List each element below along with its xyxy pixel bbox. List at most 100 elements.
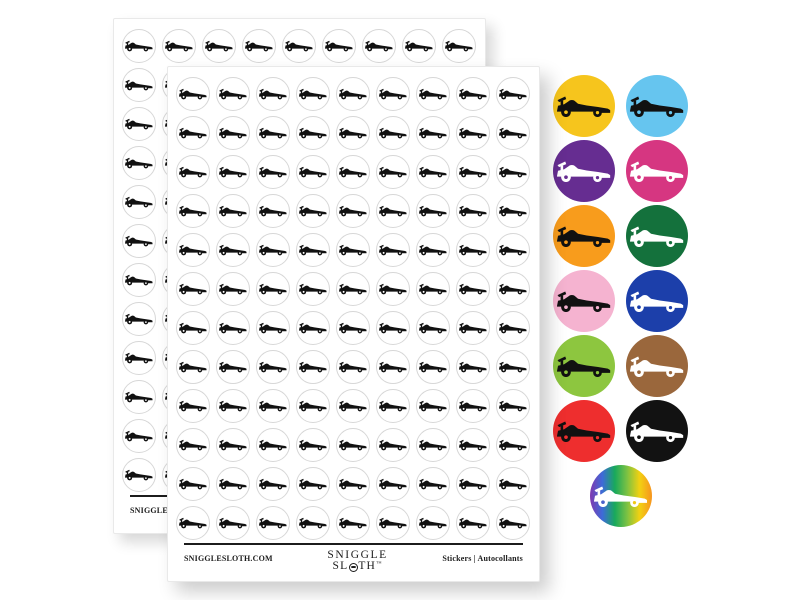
die-cut-sticker — [216, 233, 250, 267]
race-car-icon — [259, 517, 287, 529]
sticker-sheet-front: SNIGGLESLOTH.COM SNIGGLE SL TH ™ Stickers … — [167, 66, 540, 582]
race-car-icon — [259, 361, 287, 373]
die-cut-sticker — [456, 77, 490, 111]
sticker-variant-orange — [553, 205, 615, 267]
race-car-icon — [379, 127, 407, 139]
race-car-icon — [299, 478, 327, 490]
die-cut-sticker — [296, 311, 330, 345]
die-cut-sticker — [176, 116, 210, 150]
die-cut-sticker — [456, 311, 490, 345]
sticker-variant-light-pink — [553, 270, 615, 332]
color-variants — [553, 75, 688, 527]
race-car-icon — [419, 244, 447, 256]
die-cut-sticker — [336, 506, 370, 540]
race-car-icon — [259, 166, 287, 178]
die-cut-sticker — [376, 272, 410, 306]
die-cut-sticker — [216, 311, 250, 345]
die-cut-sticker — [416, 506, 450, 540]
die-cut-sticker — [296, 194, 330, 228]
race-car-icon — [379, 400, 407, 412]
die-cut-sticker — [376, 77, 410, 111]
sticker-variant-dark-green — [626, 205, 688, 267]
die-cut-sticker — [256, 467, 290, 501]
race-car-icon — [179, 205, 207, 217]
race-car-icon — [125, 274, 153, 286]
die-cut-sticker — [216, 506, 250, 540]
race-car-icon — [419, 322, 447, 334]
die-cut-sticker — [122, 263, 156, 297]
race-car-icon — [219, 478, 247, 490]
die-cut-sticker — [282, 29, 316, 63]
die-cut-sticker — [176, 155, 210, 189]
race-car-icon — [299, 439, 327, 451]
race-car-icon — [630, 225, 683, 248]
race-car-icon — [219, 127, 247, 139]
die-cut-sticker — [216, 77, 250, 111]
die-cut-sticker — [176, 389, 210, 423]
sticker-variant-light-green — [553, 335, 615, 397]
die-cut-sticker — [216, 194, 250, 228]
race-car-icon — [219, 88, 247, 100]
die-cut-sticker — [336, 350, 370, 384]
die-cut-sticker — [336, 116, 370, 150]
die-cut-sticker — [256, 311, 290, 345]
die-cut-sticker — [176, 428, 210, 462]
sticker-variant-rainbow — [589, 465, 652, 527]
race-car-icon — [379, 283, 407, 295]
race-car-icon — [419, 127, 447, 139]
die-cut-sticker — [496, 389, 530, 423]
race-car-icon — [419, 517, 447, 529]
race-car-icon — [299, 88, 327, 100]
die-cut-sticker — [456, 428, 490, 462]
race-car-icon — [379, 361, 407, 373]
die-cut-sticker — [496, 428, 530, 462]
race-car-icon — [499, 400, 527, 412]
race-car-icon — [219, 322, 247, 334]
race-car-icon — [339, 244, 367, 256]
website-text: SNIGGLESLOTH.COM — [184, 553, 273, 563]
race-car-icon — [219, 205, 247, 217]
race-car-icon — [219, 166, 247, 178]
race-car-icon — [219, 400, 247, 412]
sticker-variant-yellow — [553, 75, 615, 137]
die-cut-sticker — [336, 467, 370, 501]
race-car-icon — [325, 40, 353, 52]
die-cut-sticker — [176, 233, 210, 267]
race-car-icon — [125, 196, 153, 208]
race-car-icon — [179, 127, 207, 139]
die-cut-sticker — [216, 155, 250, 189]
race-car-icon — [499, 127, 527, 139]
stickers-label: Stickers | Autocollants — [442, 553, 523, 563]
footer-divider — [184, 542, 523, 545]
die-cut-sticker — [456, 350, 490, 384]
race-car-icon — [630, 95, 683, 118]
race-car-icon — [205, 40, 233, 52]
brand-logo-line1: SNIGGLE — [327, 548, 388, 561]
die-cut-sticker — [496, 506, 530, 540]
die-cut-sticker — [402, 29, 436, 63]
die-cut-sticker — [456, 233, 490, 267]
die-cut-sticker — [256, 350, 290, 384]
race-car-icon — [459, 400, 487, 412]
die-cut-sticker — [122, 68, 156, 102]
die-cut-sticker — [336, 272, 370, 306]
race-car-icon — [165, 40, 193, 52]
race-car-icon — [179, 88, 207, 100]
race-car-icon — [299, 322, 327, 334]
race-car-icon — [125, 391, 153, 403]
die-cut-sticker — [296, 350, 330, 384]
race-car-icon — [459, 361, 487, 373]
die-cut-sticker — [122, 224, 156, 258]
race-car-icon — [594, 485, 647, 508]
die-cut-sticker — [122, 380, 156, 414]
die-cut-sticker — [122, 341, 156, 375]
race-car-icon — [419, 478, 447, 490]
race-car-icon — [259, 400, 287, 412]
die-cut-sticker — [496, 155, 530, 189]
die-cut-sticker — [376, 194, 410, 228]
die-cut-sticker — [176, 467, 210, 501]
race-car-icon — [179, 400, 207, 412]
die-cut-sticker — [176, 311, 210, 345]
race-car-icon — [179, 361, 207, 373]
die-cut-sticker — [376, 428, 410, 462]
